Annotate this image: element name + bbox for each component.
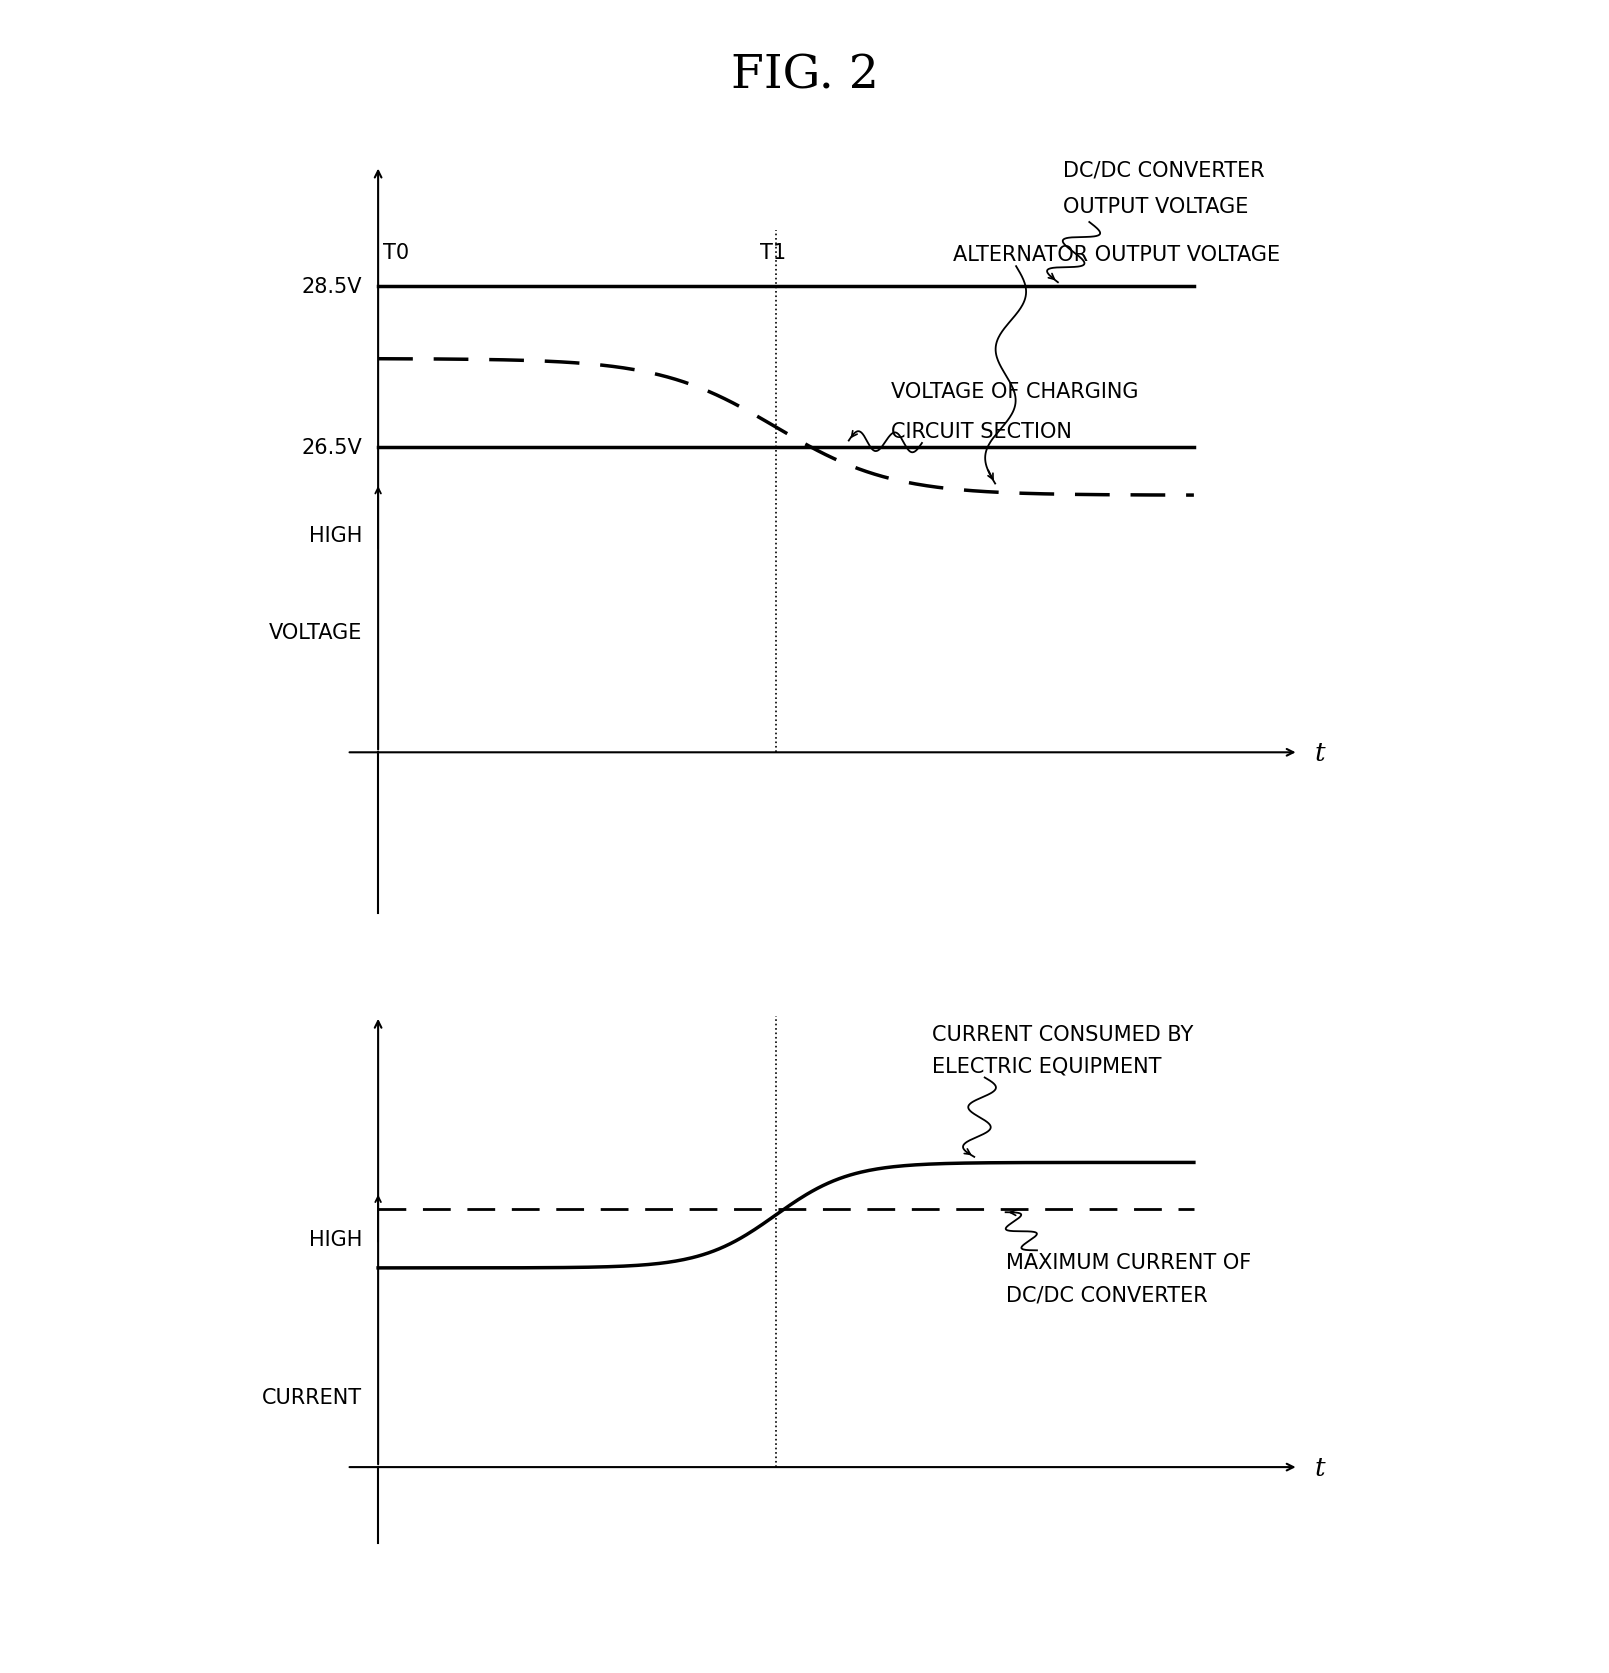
Text: ALTERNATOR OUTPUT VOLTAGE: ALTERNATOR OUTPUT VOLTAGE — [954, 244, 1281, 264]
Text: T0: T0 — [383, 243, 409, 263]
Text: CURRENT: CURRENT — [262, 1387, 362, 1407]
Text: OUTPUT VOLTAGE: OUTPUT VOLTAGE — [1064, 197, 1249, 217]
Text: HIGH: HIGH — [309, 525, 362, 545]
Text: CURRENT CONSUMED BY: CURRENT CONSUMED BY — [933, 1024, 1194, 1044]
Text: FIG. 2: FIG. 2 — [730, 54, 879, 99]
Text: MAXIMUM CURRENT OF: MAXIMUM CURRENT OF — [1006, 1253, 1250, 1271]
Text: ELECTRIC EQUIPMENT: ELECTRIC EQUIPMENT — [933, 1056, 1162, 1076]
Text: t: t — [1315, 1456, 1324, 1479]
Text: T1: T1 — [759, 243, 785, 263]
Text: VOLTAGE: VOLTAGE — [269, 622, 362, 642]
Text: 28.5V: 28.5V — [302, 278, 362, 298]
Text: DC/DC CONVERTER: DC/DC CONVERTER — [1006, 1285, 1207, 1305]
Text: VOLTAGE OF CHARGING: VOLTAGE OF CHARGING — [891, 381, 1138, 402]
Text: HIGH: HIGH — [309, 1230, 362, 1248]
Text: DC/DC CONVERTER: DC/DC CONVERTER — [1064, 161, 1265, 181]
Text: CIRCUIT SECTION: CIRCUIT SECTION — [891, 422, 1072, 442]
Text: 26.5V: 26.5V — [301, 438, 362, 458]
Text: t: t — [1315, 741, 1324, 765]
